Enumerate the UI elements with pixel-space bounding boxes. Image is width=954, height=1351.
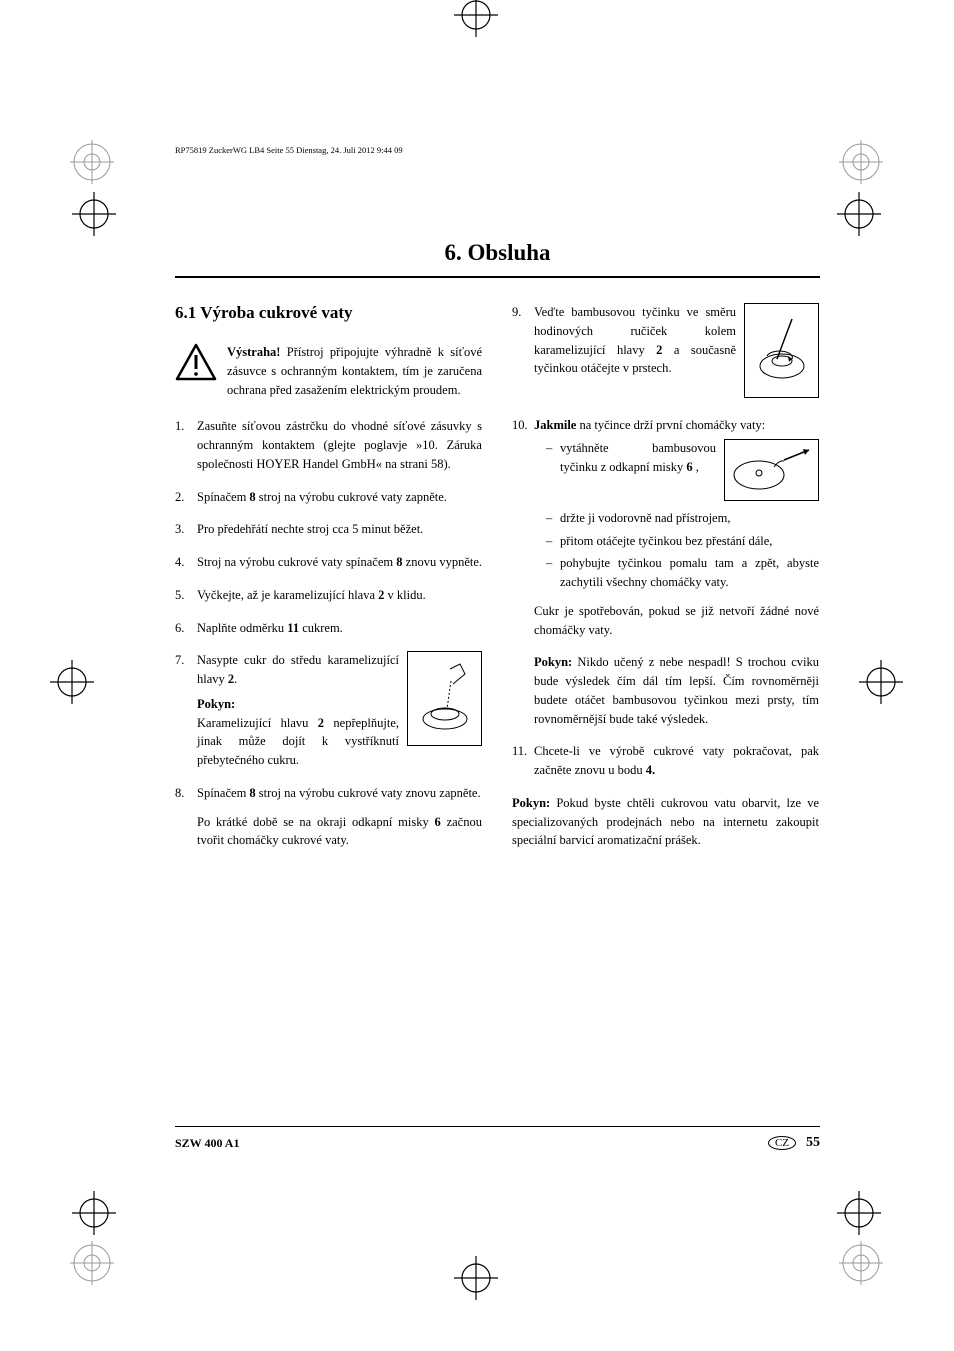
registration-target-tr — [839, 140, 884, 190]
step-11: Chcete-li ve výrobě cukrové vaty pokračo… — [512, 742, 819, 780]
note-label: Pokyn: — [197, 697, 235, 711]
step-4: Stroj na výrobu cukrové vaty spínačem 8 … — [175, 553, 482, 572]
step-5: Vyčkejte, až je karamelizující hlava 2 v… — [175, 586, 482, 605]
page-footer: SZW 400 A1 CZ 55 — [175, 1126, 820, 1151]
page-number: 55 — [806, 1135, 820, 1151]
crop-cross-bottom-mid — [454, 1256, 499, 1306]
final-note: Pokyn: Pokud byste chtěli cukrovou vatu … — [512, 794, 819, 850]
step-10-sub-4: pohybujte tyčinkou pomalu tam a zpět, ab… — [546, 554, 819, 592]
step-6: Naplňte odměrku 11 cukrem. — [175, 619, 482, 638]
left-column: 6.1 Výroba cukrové vaty Výstraha! Přístr… — [175, 303, 482, 864]
footer-model: SZW 400 A1 — [175, 1136, 239, 1151]
registration-target-br — [839, 1241, 884, 1291]
step-7: Nasypte cukr do středu karamelizující hl… — [175, 651, 482, 770]
print-header-line: RP75819 ZuckerWG LB4 Seite 55 Dienstag, … — [175, 145, 820, 155]
language-badge: CZ — [768, 1136, 796, 1150]
crop-cross-right-mid — [859, 660, 904, 710]
crop-cross-tl — [72, 192, 117, 242]
subsection-title: 6.1 Výroba cukrové vaty — [175, 303, 482, 323]
step-10-para-2: Pokyn: Nikdo učený z nebe nespadl! S tro… — [534, 653, 819, 728]
figure-stick-rotate — [744, 303, 819, 398]
registration-target-bl — [70, 1241, 115, 1291]
warning-label: Výstraha! — [227, 345, 280, 359]
crop-cross-top-mid — [454, 0, 499, 43]
step-10-sub-1: vytáhněte bambusovou tyčinku z odkapní m… — [546, 439, 819, 505]
steps-list-left: Zasuňte síťovou zástrčku do vhodné síťov… — [175, 417, 482, 850]
step-8: Spínačem 8 stroj na výrobu cukrové vaty … — [175, 784, 482, 850]
crop-cross-bl — [72, 1191, 117, 1241]
step-2: Spínačem 8 stroj na výrobu cukrové vaty … — [175, 488, 482, 507]
warning-text: Výstraha! Přístroj připojujte výhradně k… — [227, 343, 482, 399]
warning-icon — [175, 343, 217, 386]
warning-box: Výstraha! Přístroj připojujte výhradně k… — [175, 343, 482, 399]
crop-cross-tr — [837, 192, 882, 242]
figure-sugar-pour — [407, 651, 482, 746]
step-9: Veďte bambusovou tyčinku ve směru hodino… — [512, 303, 819, 402]
crop-cross-left-mid — [50, 660, 95, 710]
step-3: Pro předehřátí nechte stroj cca 5 minut … — [175, 520, 482, 539]
step-10-sub-2: držte ji vodorovně nad přístrojem, — [546, 509, 819, 528]
step-1: Zasuňte síťovou zástrčku do vhodné síťov… — [175, 417, 482, 473]
step-10-sub-3: přitom otáčejte tyčinkou bez přestání dá… — [546, 532, 819, 551]
steps-list-right: Veďte bambusovou tyčinku ve směru hodino… — [512, 303, 819, 780]
step-10-para-1: Cukr je spotřebován, pokud se již netvoř… — [534, 602, 819, 640]
figure-pull-stick — [724, 439, 819, 501]
crop-cross-br — [837, 1191, 882, 1241]
section-divider — [175, 276, 820, 278]
right-column: Veďte bambusovou tyčinku ve směru hodino… — [512, 303, 819, 864]
registration-target-tl — [70, 140, 115, 190]
step-10-sublist: vytáhněte bambusovou tyčinku z odkapní m… — [534, 439, 819, 592]
section-title: 6. Obsluha — [175, 240, 820, 266]
step-10: Jakmile na tyčince drží první chomáčky v… — [512, 416, 819, 728]
